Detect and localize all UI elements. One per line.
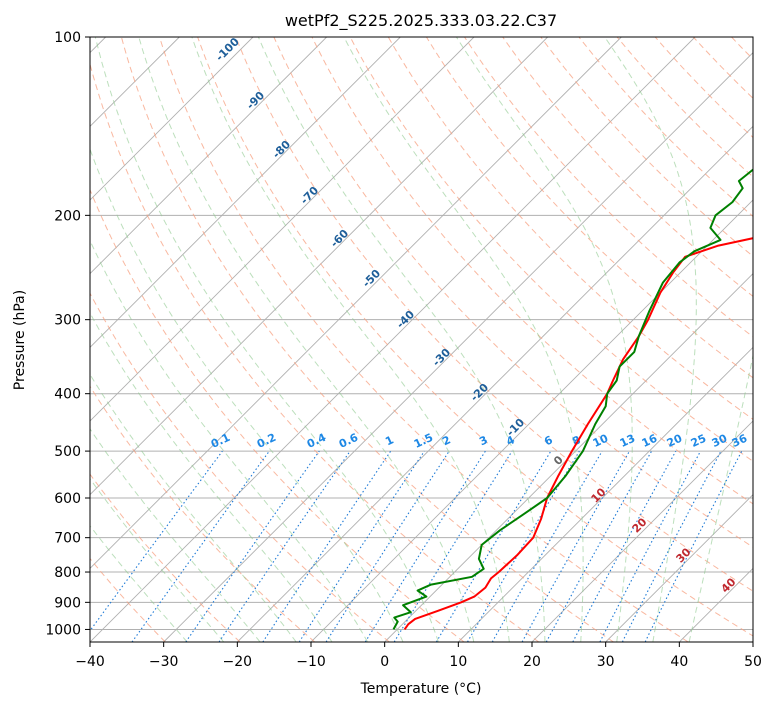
x-tick-label: −10 <box>296 654 326 670</box>
moist-adiabat-line <box>604 37 697 642</box>
x-tick-label: 40 <box>670 654 688 670</box>
isotherm-line <box>531 420 753 642</box>
x-tick-label: 0 <box>380 654 389 670</box>
mixing-ratio-line <box>435 450 552 642</box>
moist-adiabat-line <box>94 37 439 642</box>
moist-adiabat-line <box>90 373 297 642</box>
dry-adiabat-line <box>120 37 614 642</box>
y-tick-label: 400 <box>54 387 81 403</box>
y-tick-label: 900 <box>54 595 81 611</box>
y-tick-label: 300 <box>54 313 81 329</box>
dry-adiabat-line <box>540 37 753 257</box>
moist-adiabat-line <box>138 37 475 642</box>
mixing-ratio-line <box>521 450 630 642</box>
dry-adiabat-line <box>235 37 753 592</box>
plot-area <box>90 37 753 642</box>
plot-frame <box>89 36 754 643</box>
chart-title: wetPf2_S225.2025.333.03.22.C37 <box>285 11 557 31</box>
moist-adiabat-line <box>257 37 546 642</box>
mixing-ratio-line <box>218 450 351 642</box>
dry-adiabat-line <box>502 37 753 298</box>
dry-adiabat-line <box>159 37 689 642</box>
dry-adiabat-line <box>90 473 241 642</box>
y-tick-label: 500 <box>54 444 81 460</box>
moist-adiabat-line <box>688 353 753 642</box>
moist-adiabat-line <box>90 525 188 642</box>
moist-adiabat-line <box>343 37 584 642</box>
mixing-ratio-label: 25 <box>689 432 708 450</box>
moist-adiabat-line <box>90 147 404 642</box>
mixing-ratio-line <box>364 450 486 642</box>
x-tick-label: 20 <box>523 654 541 670</box>
mixing-ratio-line <box>185 450 320 642</box>
x-tick-label: 50 <box>744 654 762 670</box>
isotherm-line <box>310 199 753 642</box>
dry-adiabat-line <box>90 62 540 642</box>
mixing-ratio-line <box>131 450 270 642</box>
mixing-ratio-label: 16 <box>640 432 660 450</box>
mixing-ratio-label: 10 <box>591 432 611 450</box>
x-tick-label: 10 <box>449 654 467 670</box>
dry-adiabat-line <box>425 37 753 379</box>
y-axis: 100 200 300 400 500 600 700 800 900 1000 <box>45 30 90 638</box>
x-axis: −40 −30 −20 −10 0 10 20 30 40 50 <box>75 642 762 670</box>
x-axis-label: Temperature (°C) <box>360 681 482 697</box>
isotherm-line <box>90 37 254 201</box>
moist-adiabat-line <box>90 427 261 642</box>
y-tick-label: 600 <box>54 491 81 507</box>
dry-adiabat-line <box>90 385 316 642</box>
dry-adiabat-line <box>311 37 753 505</box>
isotherm-line <box>90 37 327 275</box>
y-tick-label: 700 <box>54 531 81 547</box>
mixing-ratio-label: 13 <box>618 432 637 450</box>
moist-adiabat-line <box>90 311 333 642</box>
dry-adiabat-line <box>387 37 753 420</box>
moist-adiabat-line <box>191 37 510 642</box>
mixing-ratio-line <box>572 450 677 642</box>
x-tick-label: −30 <box>149 654 179 670</box>
x-tick-label: −20 <box>223 654 253 670</box>
isotherm-line <box>163 52 753 642</box>
mixing-ratio-line <box>491 450 603 642</box>
y-tick-label: 200 <box>54 208 81 224</box>
mixing-ratio-line <box>393 450 513 642</box>
dry-adiabat-line <box>197 37 753 637</box>
y-tick-label: 100 <box>54 30 81 46</box>
mixing-ratio-line <box>90 450 223 632</box>
mixing-ratio-label: 30 <box>710 432 730 450</box>
isotherm-line <box>237 125 753 642</box>
y-tick-label: 800 <box>54 565 81 581</box>
dewpoint-profile-line <box>392 168 753 630</box>
background-lines <box>90 37 753 642</box>
profile-lines <box>392 168 753 630</box>
dry-adiabat-line <box>90 188 465 642</box>
moist-adiabat-line <box>90 477 225 642</box>
mixing-ratio-label: 36 <box>730 432 750 450</box>
dry-adiabat-line <box>616 37 753 178</box>
y-axis-label: Pressure (hPa) <box>12 290 28 390</box>
x-tick-label: 30 <box>597 654 615 670</box>
isotherm-line <box>90 37 475 422</box>
y-tick-label: 1000 <box>45 622 81 638</box>
mixing-ratio-line <box>545 450 653 642</box>
dry-adiabat-line <box>349 37 753 462</box>
x-tick-label: −40 <box>75 654 105 670</box>
isotherm-line <box>458 346 753 642</box>
isotherm-line <box>605 494 753 642</box>
isotherm-line <box>90 37 548 496</box>
isotherm-line <box>90 37 622 569</box>
dry-adiabat-line <box>273 37 753 548</box>
isotherm-line <box>90 37 696 642</box>
moist-adiabat-line <box>90 239 369 642</box>
dry-adiabat-line <box>90 292 390 642</box>
mixing-ratio-line <box>325 450 450 642</box>
mixing-ratio-label: 20 <box>665 432 685 450</box>
isotherm-line <box>90 37 401 348</box>
